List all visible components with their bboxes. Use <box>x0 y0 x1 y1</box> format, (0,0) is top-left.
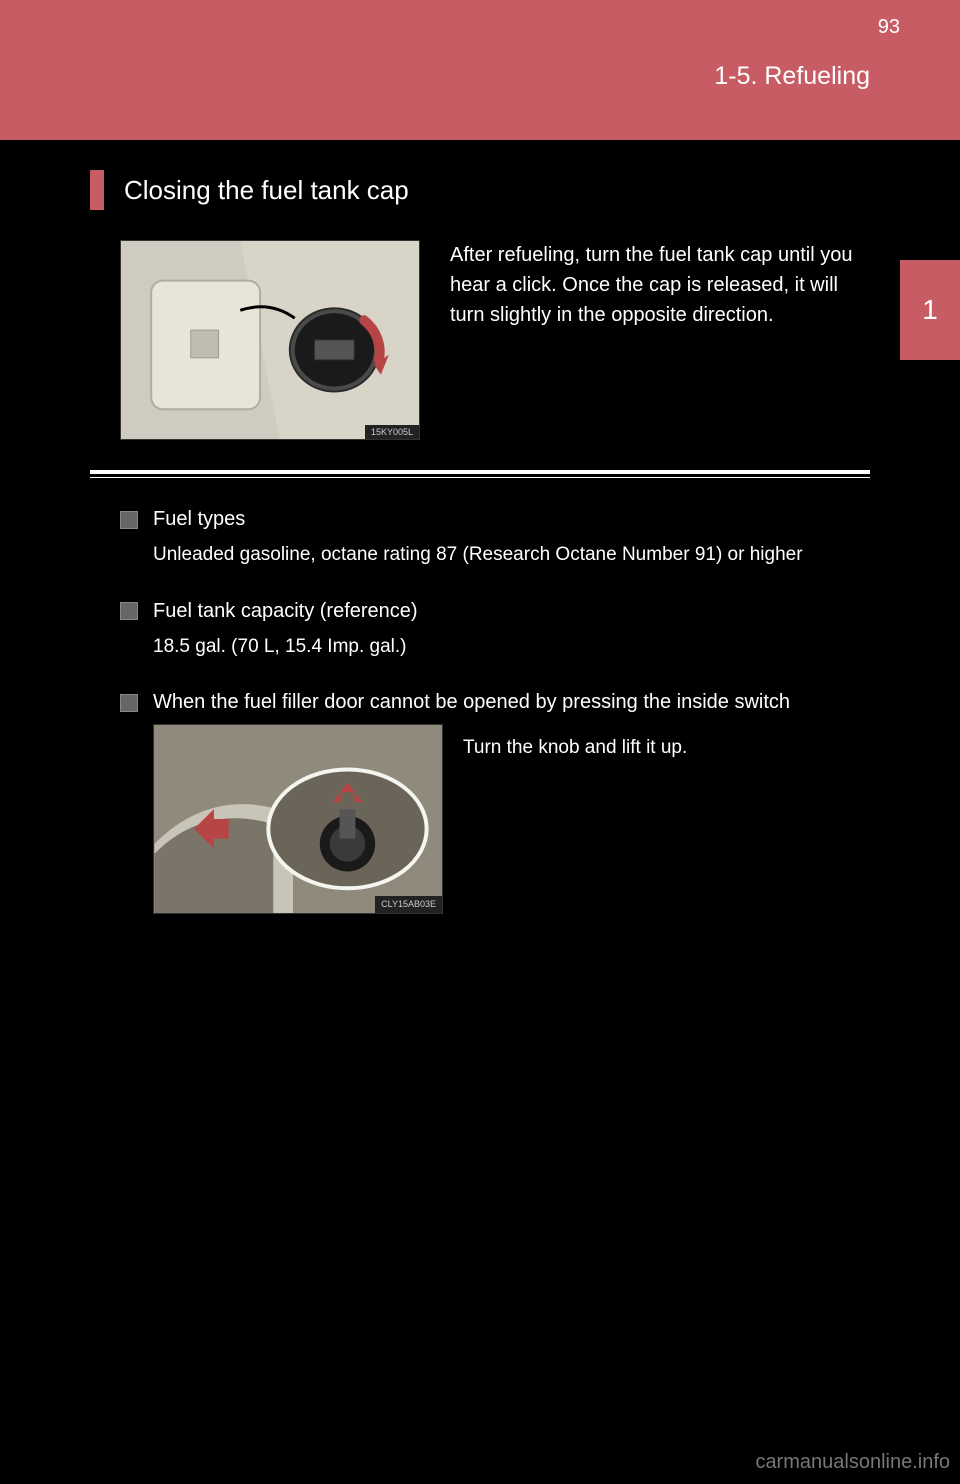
info-body: CLY15AB03E Turn the knob and lift it up. <box>153 724 870 914</box>
info-heading: Fuel types <box>120 508 870 531</box>
fuel-cap-svg <box>121 241 419 439</box>
chapter-tab: 1 <box>900 260 960 360</box>
info-heading: Fuel tank capacity (reference) <box>120 600 870 623</box>
info-block-tank-capacity: Fuel tank capacity (reference) 18.5 gal.… <box>120 600 870 662</box>
header-band: 93 1-5. Refueling <box>0 0 960 140</box>
section-divider <box>90 470 870 478</box>
info-body-text: Turn the knob and lift it up. <box>463 734 813 763</box>
info-title: When the fuel filler door cannot be open… <box>153 691 790 714</box>
page-content: Closing the fuel tank cap 15KY005L After… <box>0 140 960 914</box>
section-title-row: Closing the fuel tank cap <box>90 170 870 210</box>
step-instruction-text: After refueling, turn the fuel tank cap … <box>450 240 870 440</box>
image-code-label: 15KY005L <box>365 425 419 439</box>
step-row: 15KY005L After refueling, turn the fuel … <box>120 240 870 440</box>
info-block-filler-door: When the fuel filler door cannot be open… <box>120 691 870 914</box>
bullet-square-icon <box>120 511 138 529</box>
section-title: Closing the fuel tank cap <box>124 175 409 206</box>
page-number: 93 <box>878 16 900 39</box>
bullet-square-icon <box>120 694 138 712</box>
trunk-lever-illustration: CLY15AB03E <box>153 724 443 914</box>
trunk-lever-svg <box>154 725 442 913</box>
info-block-fuel-types: Fuel types Unleaded gasoline, octane rat… <box>120 508 870 570</box>
info-body: Unleaded gasoline, octane rating 87 (Res… <box>153 541 870 570</box>
title-accent-bar <box>90 170 104 210</box>
image-code-label: CLY15AB03E <box>375 896 442 914</box>
info-body: 18.5 gal. (70 L, 15.4 Imp. gal.) <box>153 633 870 662</box>
header-section-label: 1-5. Refueling <box>714 62 870 91</box>
info-title: Fuel tank capacity (reference) <box>153 600 418 623</box>
watermark: carmanualsonline.info <box>755 1451 950 1474</box>
fuel-cap-illustration: 15KY005L <box>120 240 420 440</box>
bullet-square-icon <box>120 602 138 620</box>
info-heading: When the fuel filler door cannot be open… <box>120 691 870 714</box>
chapter-number: 1 <box>922 294 938 326</box>
info-title: Fuel types <box>153 508 245 531</box>
